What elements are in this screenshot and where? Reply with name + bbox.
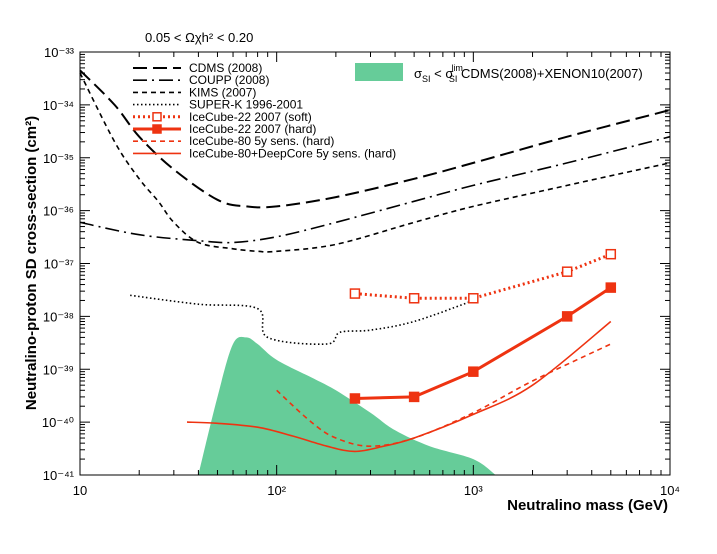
series-5-point-0 xyxy=(349,393,361,404)
y-tick-label: 10⁻³⁷ xyxy=(44,257,75,272)
series-4-point-2 xyxy=(468,293,479,304)
x-tick-label: 10³ xyxy=(464,483,483,498)
legend-label-4: IceCube-22 2007 (soft) xyxy=(189,110,312,124)
legend-label-3: SUPER-K 1996-2001 xyxy=(189,98,303,112)
chart-title: 0.05 < Ωχh² < 0.20 xyxy=(145,30,253,45)
legend-marker-4 xyxy=(152,112,162,122)
series-5-point-3 xyxy=(561,311,573,322)
y-axis-label: Neutralino-proton SD cross-section (cm²) xyxy=(23,116,40,410)
sigma-si-band xyxy=(198,336,496,475)
series-4-point-1 xyxy=(408,293,420,304)
legend: CDMS (2008)COUPP (2008)KIMS (2007)SUPER-… xyxy=(133,61,396,160)
x-tick-label: 10² xyxy=(267,483,286,498)
y-tick-label: 10⁻³⁸ xyxy=(43,309,74,324)
legend-label-6: IceCube-80 5y sens. (hard) xyxy=(189,134,334,148)
legend-label-2: KIMS (2007) xyxy=(189,85,256,99)
y-tick-label: 10⁻⁴¹ xyxy=(43,468,75,483)
band-legend: σSI < σlim SI CDMS(2008)+XENON10(2007) xyxy=(355,63,643,84)
legend-label-0: CDMS (2008) xyxy=(189,61,262,75)
legend-label-7: IceCube-80+DeepCore 5y sens. (hard) xyxy=(189,146,396,160)
y-tick-label: 10⁻³⁵ xyxy=(43,151,74,166)
legend-label-1: COUPP (2008) xyxy=(189,73,269,87)
legend-marker-5 xyxy=(152,124,162,134)
band-legend-swatch xyxy=(355,63,403,81)
y-tick-label: 10⁻³⁹ xyxy=(43,362,74,377)
series-4-point-0 xyxy=(349,288,361,299)
series-line-4 xyxy=(354,252,612,300)
series-line-7 xyxy=(186,320,612,453)
x-tick-label: 10 xyxy=(73,483,87,498)
y-tick-label: 10⁻³⁶ xyxy=(43,204,74,219)
y-tick-label: 10⁻⁴⁰ xyxy=(42,415,74,430)
series-5-point-1 xyxy=(408,391,420,403)
x-axis-label: Neutralino mass (GeV) xyxy=(507,497,668,514)
series-line-1 xyxy=(79,135,671,244)
series-4-point-3 xyxy=(561,266,573,277)
y-tick-label: 10⁻³³ xyxy=(44,45,75,60)
series-layer xyxy=(79,69,671,453)
series-line-3 xyxy=(130,294,474,346)
series-line-0 xyxy=(79,69,671,209)
series-line-5 xyxy=(354,286,612,400)
series-4-point-4 xyxy=(605,248,617,260)
legend-label-5: IceCube-22 2007 (hard) xyxy=(189,122,316,136)
axis-layer: 10 10² 10³ 10⁴ 10⁻⁴¹ 10⁻⁴⁰ 10⁻³⁹ 10⁻³⁸ 10⁻³⁷ 10⁻³… xyxy=(42,45,680,498)
series-line-2 xyxy=(79,72,671,253)
series-5-point-2 xyxy=(468,366,479,377)
band-legend-label: σSI < σlim SI CDMS(2008)+XENON10(2007) xyxy=(414,63,643,84)
y-tick-label: 10⁻³⁴ xyxy=(43,98,74,113)
x-tick-label: 10⁴ xyxy=(660,483,680,498)
series-5-point-4 xyxy=(605,282,617,293)
